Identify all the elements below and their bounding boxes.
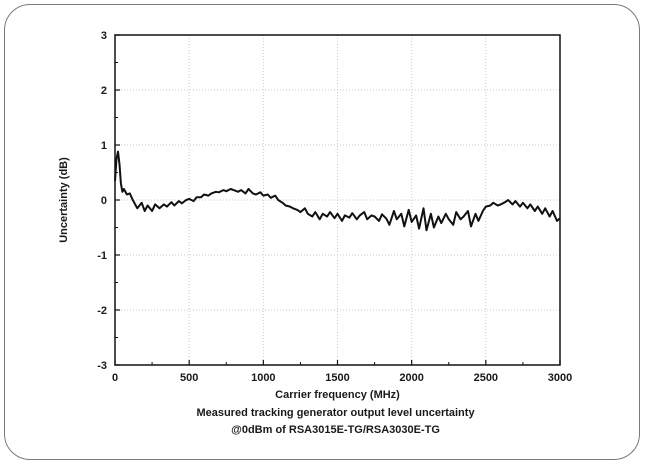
x-axis-label: Carrier frequency (MHz) (275, 389, 400, 401)
y-axis-ticks: -3 -2 -1 0 1 2 3 (97, 30, 120, 372)
chart-caption-line-2: @0dBm of RSA3015E-TG/RSA3030E-TG (231, 424, 440, 436)
y-tick-label: -2 (97, 305, 107, 317)
series-line (114, 150, 561, 232)
x-tick-label: 1500 (325, 372, 349, 384)
x-tick-label: 0 (112, 372, 118, 384)
chart-caption-line-1: Measured tracking generator output level… (196, 407, 475, 419)
x-tick-label: 2500 (474, 372, 498, 384)
gridlines (115, 35, 560, 365)
y-tick-label: 2 (101, 85, 107, 97)
x-axis-ticks: 0 500 1000 1500 2000 2500 3000 (112, 360, 572, 384)
x-tick-label: 500 (180, 372, 198, 384)
chart-frame (4, 4, 640, 460)
y-tick-label: 1 (101, 140, 107, 152)
x-tick-label: 3000 (548, 372, 572, 384)
y-tick-label: -1 (97, 250, 107, 262)
y-axis-label: Uncertainty (dB) (58, 157, 70, 243)
y-tick-label: 3 (101, 30, 107, 42)
y-tick-label: 0 (101, 195, 107, 207)
x-tick-label: 1000 (251, 372, 275, 384)
y-tick-label: -3 (97, 360, 107, 372)
x-tick-label: 2000 (399, 372, 423, 384)
